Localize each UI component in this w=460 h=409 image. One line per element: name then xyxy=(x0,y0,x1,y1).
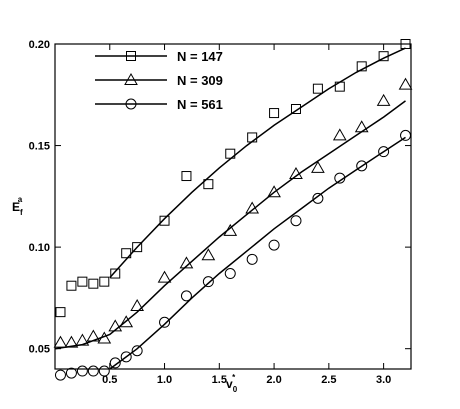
data-point-series-1 xyxy=(110,268,121,279)
data-point-series-2 xyxy=(64,335,79,348)
y-axis-label: Efa xyxy=(12,195,23,217)
y-tick-label: 0.15 xyxy=(29,141,50,153)
data-point-series-2 xyxy=(398,77,413,90)
y-tick-label: 0.20 xyxy=(29,39,50,51)
data-point-series-2 xyxy=(157,270,172,283)
x-tick-label: 2.0 xyxy=(266,374,281,386)
data-point-series-1 xyxy=(312,83,323,94)
data-point-series-3 xyxy=(120,351,132,363)
y-axis-label-superscript: a xyxy=(18,195,23,204)
data-point-series-3 xyxy=(109,357,121,369)
data-point-series-1 xyxy=(121,248,132,259)
data-point-series-3 xyxy=(87,365,99,377)
legend-marker xyxy=(126,51,136,61)
data-point-series-3 xyxy=(400,129,412,141)
data-point-series-1 xyxy=(269,108,280,119)
data-point-series-1 xyxy=(203,179,214,190)
data-point-series-3 xyxy=(98,365,110,377)
x-axis-label-base: v xyxy=(226,377,233,391)
data-point-series-3 xyxy=(180,290,192,302)
x-tick-label: 1.0 xyxy=(157,374,172,386)
data-point-series-2 xyxy=(179,256,194,269)
fit-lines xyxy=(54,47,406,370)
y-axis: 0.05 0.10 0.15 0.20 xyxy=(29,39,411,356)
data-point-series-2 xyxy=(75,333,90,346)
x-tick-label: 3.0 xyxy=(376,374,391,386)
data-point-series-2 xyxy=(376,93,391,106)
x-axis-label-subscript: 0 xyxy=(233,385,238,394)
data-point-series-2 xyxy=(267,185,281,198)
x-axis-label-superscript: * xyxy=(232,373,236,382)
data-point-series-2 xyxy=(108,319,123,332)
data-point-series-2 xyxy=(86,329,101,342)
x-tick-label: 2.5 xyxy=(321,374,336,386)
data-point-series-3 xyxy=(290,215,302,227)
data-point-series-2 xyxy=(311,160,325,173)
legend-label: N = 309 xyxy=(177,73,223,88)
data-point-series-3 xyxy=(65,367,77,379)
data-point-series-1 xyxy=(181,171,192,182)
plot-frame xyxy=(54,43,412,370)
data-point-series-1 xyxy=(55,307,66,318)
data-point-series-3 xyxy=(224,268,236,280)
legend-label: N = 561 xyxy=(177,97,223,112)
data-point-series-2 xyxy=(53,335,68,348)
data-point-series-2 xyxy=(332,128,347,141)
data-point-series-2 xyxy=(223,223,238,236)
data-point-series-2 xyxy=(289,166,303,179)
data-point-series-3 xyxy=(159,316,171,328)
x-axis: 0.5 1.0 1.5 2.0 2.5 3.0 xyxy=(102,44,391,386)
data-point-series-1 xyxy=(99,276,110,287)
x-tick-label: 0.5 xyxy=(102,374,117,386)
data-point-series-1 xyxy=(159,215,170,226)
data-point-series-3 xyxy=(312,192,324,204)
data-point-series-3 xyxy=(356,160,368,172)
legend-marker xyxy=(124,72,138,85)
y-tick-label: 0.10 xyxy=(29,242,50,254)
data-point-series-1 xyxy=(77,276,88,287)
data-point-series-3 xyxy=(76,365,88,377)
data-point-series-2 xyxy=(130,299,145,312)
data-point-series-1 xyxy=(88,278,99,289)
data-markers xyxy=(53,39,413,381)
legend-label: N = 147 xyxy=(177,49,223,64)
y-axis-label-base: E xyxy=(12,200,20,214)
data-point-series-3 xyxy=(268,239,280,251)
x-axis-label: v0 * xyxy=(226,373,238,394)
data-point-series-3 xyxy=(202,276,214,288)
data-point-series-2 xyxy=(245,201,260,214)
data-point-series-1 xyxy=(334,81,345,92)
y-tick-label: 0.05 xyxy=(29,344,50,356)
data-point-series-3 xyxy=(334,172,346,184)
data-point-series-1 xyxy=(290,104,301,114)
data-point-series-3 xyxy=(378,146,390,158)
legend: N = 147 N = 309 N = 561 xyxy=(95,49,223,112)
data-point-series-2 xyxy=(119,315,134,328)
data-point-series-1 xyxy=(66,280,77,291)
data-point-series-1 xyxy=(225,148,236,159)
data-point-series-3 xyxy=(54,369,66,381)
data-point-series-3 xyxy=(246,253,258,265)
y-axis-label-subscript: f xyxy=(20,208,23,217)
x-tick-label: 1.5 xyxy=(212,374,227,386)
data-point-series-2 xyxy=(97,331,112,344)
fit-line-series-3 xyxy=(109,136,406,370)
data-point-series-1 xyxy=(247,132,258,143)
legend-marker xyxy=(125,98,137,110)
data-point-series-2 xyxy=(354,120,369,133)
data-point-series-2 xyxy=(201,248,216,261)
data-point-series-1 xyxy=(378,51,389,62)
data-point-series-3 xyxy=(131,345,143,357)
data-point-series-1 xyxy=(356,61,367,72)
data-point-series-1 xyxy=(132,242,143,253)
